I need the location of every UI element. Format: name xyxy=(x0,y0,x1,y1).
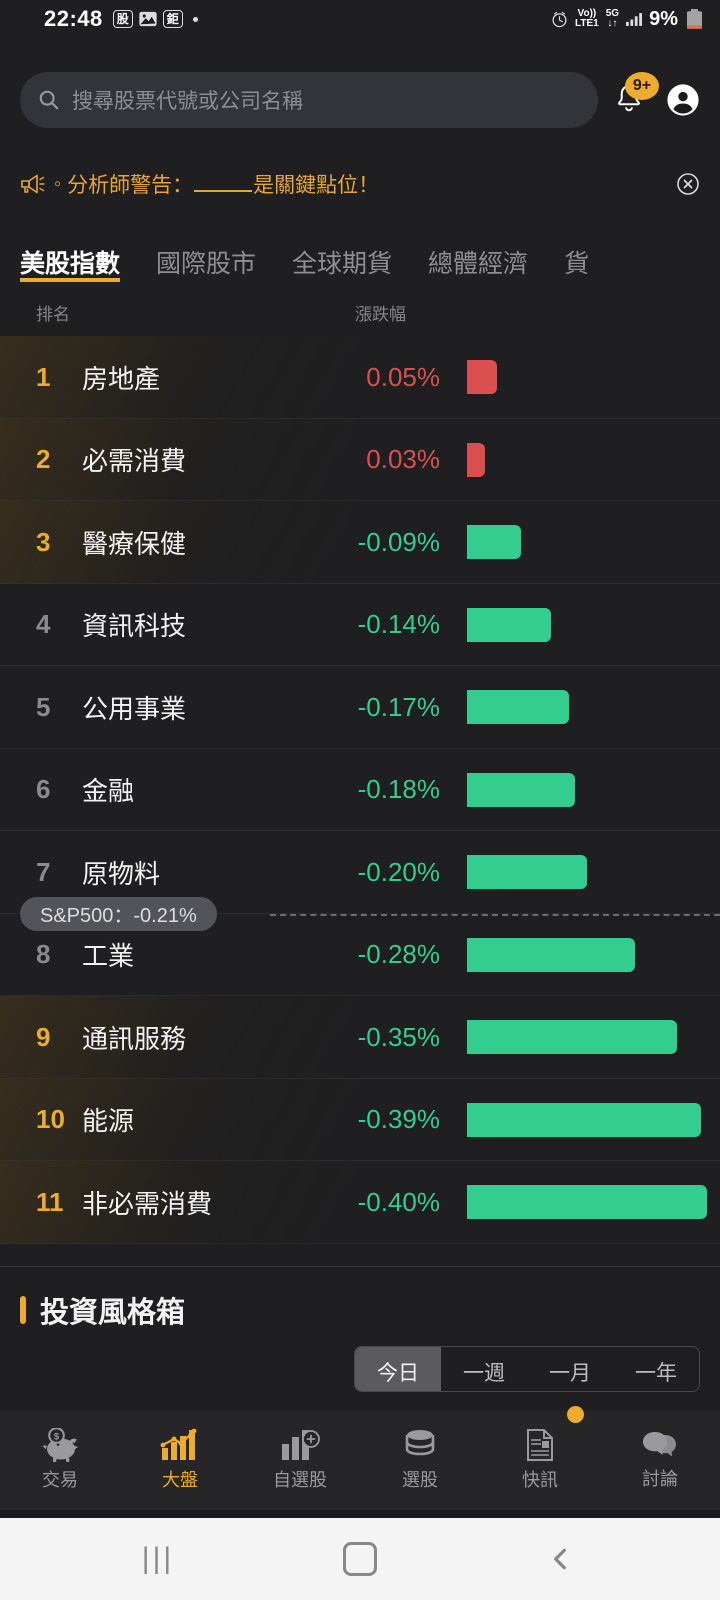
svg-text:$: $ xyxy=(54,1432,60,1443)
